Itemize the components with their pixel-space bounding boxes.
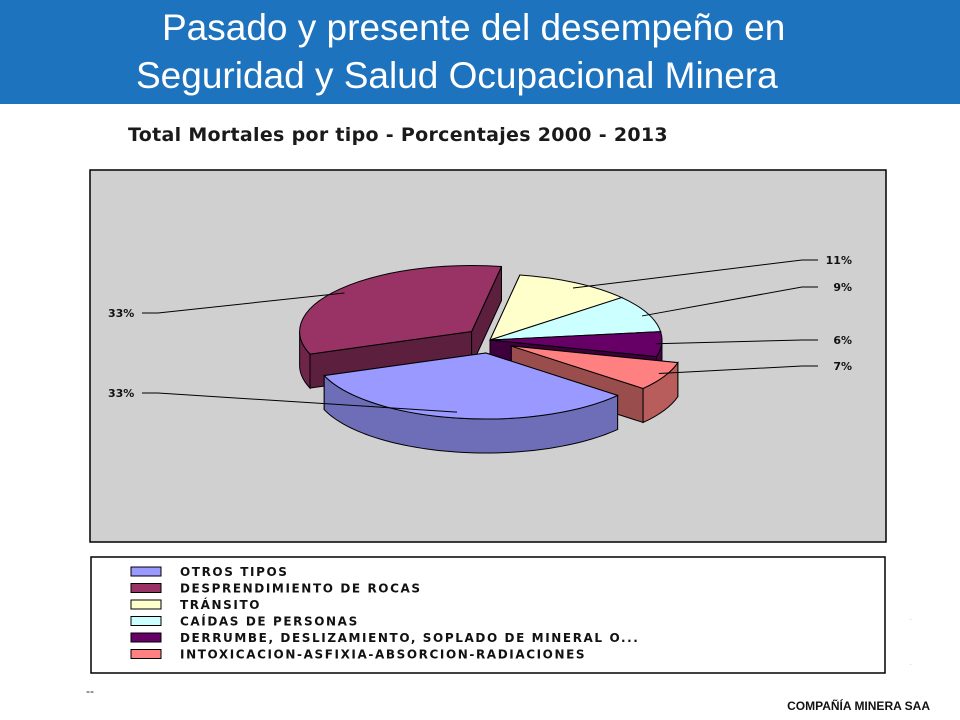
legend-label: INTOXICACION-ASFIXIA-ABSORCION-RADIACION… (180, 648, 586, 662)
slice-percentage-label: 7% (833, 360, 852, 373)
slice-percentage-label: 6% (833, 334, 852, 347)
legend-swatch (130, 616, 162, 626)
legend-swatch (130, 583, 162, 593)
percentage-labels: 11% 9% 6% 7% 33% 33% (108, 254, 852, 400)
legend-label: CAÍDAS DE PERSONAS (180, 614, 359, 629)
leader-line (655, 339, 818, 345)
tiny-mark: . (910, 661, 912, 667)
pie-slice (511, 345, 679, 390)
legend-swatch (130, 632, 162, 643)
slice-percentage-label: 9% (833, 281, 852, 294)
pie-slice (489, 331, 663, 358)
legend-swatch (130, 566, 162, 577)
slide-header: Pasado y presente del desempeño en Segur… (0, 0, 960, 104)
legend-label: DESPRENDIMIENTO DE ROCAS (180, 582, 422, 596)
leader-line (142, 292, 345, 314)
legend-label: DERRUMBE, DESLIZAMIENTO, SOPLADO DE MINE… (180, 631, 639, 645)
slide-title-line-2: Seguridad y Salud Ocupacional Minera (136, 55, 778, 96)
legend-label: OTROS TIPOS (180, 565, 289, 579)
pie-slice (323, 352, 619, 420)
pie-top-layer (299, 265, 679, 420)
chart-title: Total Mortales por tipo - Porcentajes 20… (128, 124, 668, 146)
leader-line (142, 392, 458, 413)
leader-line (572, 259, 818, 289)
pie-slice (489, 274, 624, 341)
legend-box (90, 556, 886, 674)
leader-line (658, 365, 818, 375)
legend: OTROS TIPOS DESPRENDIMIENTO DE ROCASTRÁNS… (130, 565, 639, 662)
slice-percentage-label: 33% (108, 387, 134, 400)
pie-slice (489, 297, 662, 341)
legend-label: TRÁNSITO (180, 597, 261, 612)
company-name: COMPAÑÍA MINERA SAA (787, 699, 930, 713)
leader-line (641, 286, 818, 317)
slice-percentage-label: 11% (826, 254, 852, 267)
slide-title-line-1: Pasado y presente del desempeño en (162, 7, 786, 48)
tiny-mark: . (910, 616, 912, 622)
legend-swatch (130, 649, 162, 659)
footer-left-mark: -- (86, 684, 94, 698)
legend-swatch (130, 599, 162, 610)
pie-slice (299, 265, 503, 355)
slice-percentage-label: 33% (108, 307, 134, 320)
leader-lines (142, 259, 818, 413)
